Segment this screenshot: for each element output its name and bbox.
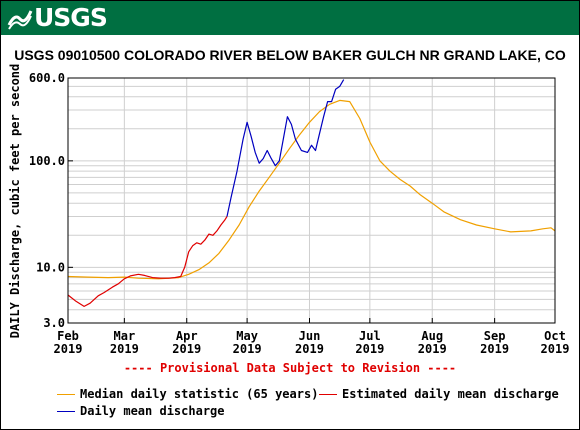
x-tick-label-year: 2019 xyxy=(418,342,447,356)
x-tick-label-year: 2019 xyxy=(172,342,201,356)
x-tick-label-year: 2019 xyxy=(355,342,384,356)
usgs-wave-icon xyxy=(7,10,33,30)
x-tick-label-year: 2019 xyxy=(233,342,262,356)
y-tick-label: 3.0 xyxy=(43,316,65,330)
legend-item-median: Median daily statistic (65 years) xyxy=(57,387,318,401)
x-tick-label-month: Mar xyxy=(114,329,136,343)
legend-swatch-estimated xyxy=(319,393,337,395)
x-tick-label-year: 2019 xyxy=(54,342,83,356)
x-tick-label-month: Sep xyxy=(484,329,506,343)
usgs-header-bar: USGS xyxy=(1,1,579,35)
legend-label-daily-mean: Daily mean discharge xyxy=(80,404,225,418)
series-line-1 xyxy=(67,216,228,307)
x-tick-label-year: 2019 xyxy=(541,342,570,356)
usgs-logo: USGS xyxy=(7,3,108,32)
chart-title: USGS 09010500 COLORADO RIVER BELOW BAKER… xyxy=(14,47,566,63)
y-tick-label: 10.0 xyxy=(36,260,65,274)
x-tick-label-month: Jun xyxy=(299,329,321,343)
x-tick-label-year: 2019 xyxy=(480,342,509,356)
chart-plot: 600.0100.010.03.0Feb2019Mar2019Apr2019Ma… xyxy=(29,71,570,356)
x-tick-label-year: 2019 xyxy=(295,342,324,356)
series-line-0 xyxy=(67,99,556,280)
x-tick-label-year: 2019 xyxy=(110,342,139,356)
legend-swatch-daily-mean xyxy=(57,410,75,412)
x-tick-label-month: Feb xyxy=(57,329,79,343)
legend-item-daily-mean: Daily mean discharge xyxy=(57,404,225,418)
x-tick-label-month: Aug xyxy=(421,329,443,343)
legend-label-estimated: Estimated daily mean discharge xyxy=(342,387,559,401)
provisional-note: ---- Provisional Data Subject to Revisio… xyxy=(123,361,457,375)
x-tick-label-month: Jul xyxy=(359,329,381,343)
legend-item-estimated: Estimated daily mean discharge xyxy=(319,387,559,401)
x-tick-label-month: Apr xyxy=(176,329,198,343)
usgs-logo-text: USGS xyxy=(34,3,108,32)
x-tick-label-month: May xyxy=(236,329,258,343)
y-tick-label: 100.0 xyxy=(29,154,65,168)
plot-area xyxy=(68,78,555,323)
plot-frame xyxy=(67,77,556,324)
legend-swatch-median xyxy=(57,393,75,395)
legend-label-median: Median daily statistic (65 years) xyxy=(80,387,319,401)
y-tick-label: 600.0 xyxy=(29,71,65,85)
x-tick-label-month: Oct xyxy=(544,329,566,343)
series-line-2 xyxy=(226,79,345,217)
